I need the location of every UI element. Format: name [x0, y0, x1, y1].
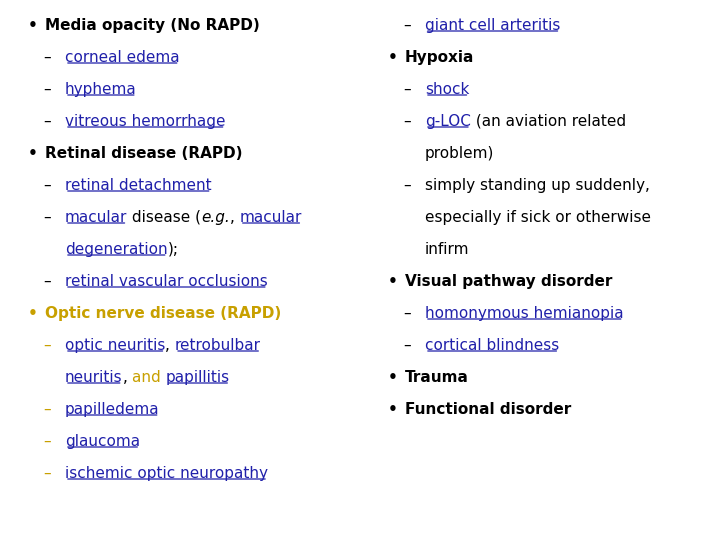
Text: neuritis: neuritis: [65, 370, 122, 385]
Text: and: and: [132, 370, 166, 385]
Text: Retinal disease (RAPD): Retinal disease (RAPD): [45, 146, 243, 161]
Text: –: –: [403, 306, 411, 321]
Text: ,: ,: [166, 338, 175, 353]
Text: retrobulbar: retrobulbar: [175, 338, 261, 353]
Text: •: •: [28, 146, 38, 161]
Text: Visual pathway disorder: Visual pathway disorder: [405, 274, 613, 289]
Text: especially if sick or otherwise: especially if sick or otherwise: [425, 210, 651, 225]
Text: macular: macular: [240, 210, 302, 225]
Text: •: •: [28, 18, 38, 33]
Text: –: –: [43, 402, 51, 417]
Text: •: •: [388, 402, 398, 417]
Text: e.g.: e.g.: [202, 210, 230, 225]
Text: (an aviation related: (an aviation related: [471, 114, 626, 129]
Text: •: •: [388, 50, 398, 65]
Text: ,: ,: [122, 370, 132, 385]
Text: –: –: [43, 434, 51, 449]
Text: problem): problem): [425, 146, 495, 161]
Text: –: –: [43, 274, 51, 289]
Text: retinal vascular occlusions: retinal vascular occlusions: [65, 274, 268, 289]
Text: macular: macular: [65, 210, 127, 225]
Text: –: –: [43, 50, 51, 65]
Text: corneal edema: corneal edema: [65, 50, 179, 65]
Text: Media opacity (No RAPD): Media opacity (No RAPD): [45, 18, 260, 33]
Text: simply standing up suddenly,: simply standing up suddenly,: [425, 178, 650, 193]
Text: •: •: [388, 370, 398, 385]
Text: Functional disorder: Functional disorder: [405, 402, 571, 417]
Text: •: •: [28, 306, 38, 321]
Text: –: –: [43, 82, 51, 97]
Text: papillitis: papillitis: [166, 370, 230, 385]
Text: –: –: [403, 338, 411, 353]
Text: –: –: [403, 18, 411, 33]
Text: g-LOC: g-LOC: [425, 114, 471, 129]
Text: –: –: [43, 210, 51, 225]
Text: retinal detachment: retinal detachment: [65, 178, 212, 193]
Text: –: –: [403, 178, 411, 193]
Text: Trauma: Trauma: [405, 370, 469, 385]
Text: shock: shock: [425, 82, 469, 97]
Text: glaucoma: glaucoma: [65, 434, 140, 449]
Text: –: –: [43, 178, 51, 193]
Text: disease (: disease (: [127, 210, 202, 225]
Text: giant cell arteritis: giant cell arteritis: [425, 18, 560, 33]
Text: papilledema: papilledema: [65, 402, 160, 417]
Text: ,: ,: [230, 210, 240, 225]
Text: –: –: [43, 466, 51, 481]
Text: –: –: [403, 82, 411, 97]
Text: homonymous hemianopia: homonymous hemianopia: [425, 306, 624, 321]
Text: –: –: [403, 114, 411, 129]
Text: optic neuritis: optic neuritis: [65, 338, 166, 353]
Text: Optic nerve disease (RAPD): Optic nerve disease (RAPD): [45, 306, 282, 321]
Text: –: –: [43, 338, 51, 353]
Text: cortical blindness: cortical blindness: [425, 338, 559, 353]
Text: hyphema: hyphema: [65, 82, 137, 97]
Text: –: –: [43, 114, 51, 129]
Text: );: );: [168, 242, 179, 257]
Text: •: •: [388, 274, 398, 289]
Text: ischemic optic neuropathy: ischemic optic neuropathy: [65, 466, 268, 481]
Text: infirm: infirm: [425, 242, 469, 257]
Text: vitreous hemorrhage: vitreous hemorrhage: [65, 114, 225, 129]
Text: degeneration: degeneration: [65, 242, 168, 257]
Text: Hypoxia: Hypoxia: [405, 50, 474, 65]
